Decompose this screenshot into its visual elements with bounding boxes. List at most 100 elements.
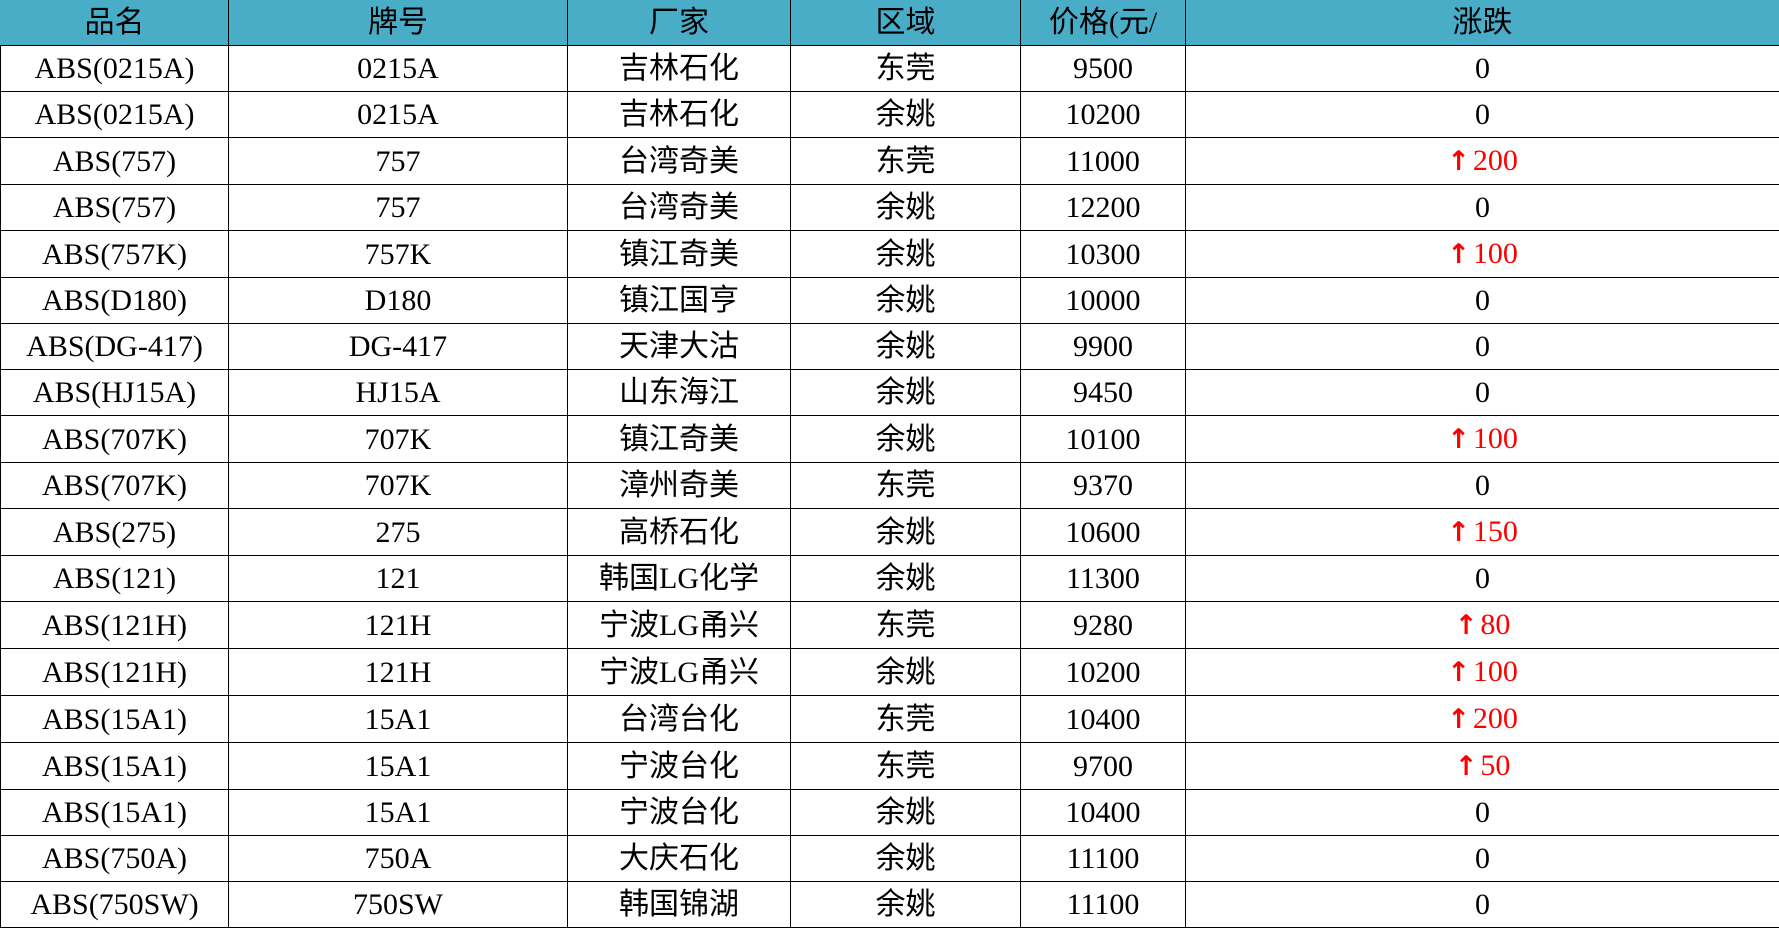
cell-product: ABS(121H): [0, 601, 229, 649]
cell-product: ABS(121): [0, 555, 229, 602]
cell-product: ABS(15A1): [0, 789, 229, 836]
cell-grade: 15A1: [228, 789, 568, 836]
cell-product: ABS(275): [0, 508, 229, 556]
cell-grade: 15A1: [228, 695, 568, 743]
arrow-up-icon: ↑: [1447, 146, 1470, 177]
cell-region: 东莞: [790, 45, 1021, 92]
cell-region: 余姚: [790, 835, 1021, 882]
cell-manufacturer: 宁波LG甬兴: [567, 648, 791, 696]
change-value: 0: [1475, 562, 1490, 595]
column-header-price: 价格(元/: [1020, 0, 1186, 46]
table-row: ABS(275) 275 高桥石化 余姚 10600 ↑ 150: [0, 508, 1779, 556]
change-value: 0: [1475, 888, 1490, 921]
cell-manufacturer: 台湾奇美: [567, 184, 791, 231]
table-row: ABS(757) 757 台湾奇美 东莞 11000 ↑ 200: [0, 137, 1779, 185]
cell-product: ABS(D180): [0, 277, 229, 324]
cell-price: 10000: [1020, 277, 1186, 324]
cell-price: 9500: [1020, 45, 1186, 92]
arrow-up-icon: ↑: [1454, 751, 1478, 782]
arrow-up-icon: ↑: [1454, 610, 1478, 641]
cell-change: 0: [1185, 881, 1779, 928]
cell-change: 0: [1185, 789, 1779, 836]
cell-change: 0: [1185, 555, 1779, 602]
table-row: ABS(707K) 707K 镇江奇美 余姚 10100 ↑ 100: [0, 415, 1779, 463]
cell-change: 0: [1185, 369, 1779, 416]
cell-product: ABS(750A): [0, 835, 229, 882]
change-value: 0: [1475, 842, 1490, 875]
cell-manufacturer: 台湾奇美: [567, 137, 791, 185]
cell-change: 0: [1185, 277, 1779, 324]
table-row: ABS(D180) D180 镇江国亨 余姚 10000 0: [0, 277, 1779, 324]
cell-grade: HJ15A: [228, 369, 568, 416]
cell-manufacturer: 漳州奇美: [567, 462, 791, 509]
cell-manufacturer: 宁波台化: [567, 742, 791, 790]
cell-product: ABS(750SW): [0, 881, 229, 928]
change-value: 0: [1475, 469, 1490, 502]
cell-product: ABS(707K): [0, 415, 229, 463]
cell-change: 0: [1185, 91, 1779, 138]
change-value: 50: [1480, 749, 1511, 782]
cell-grade: 707K: [228, 415, 568, 463]
cell-product: ABS(DG-417): [0, 323, 229, 370]
table-row: ABS(121) 121 韩国LG化学 余姚 11300 0: [0, 555, 1779, 602]
cell-change: ↑ 80: [1185, 601, 1779, 649]
cell-price: 10100: [1020, 415, 1186, 463]
cell-grade: D180: [228, 277, 568, 324]
arrow-up-icon: ↑: [1447, 657, 1470, 688]
cell-manufacturer: 宁波台化: [567, 789, 791, 836]
cell-grade: 750A: [228, 835, 568, 882]
cell-grade: 757: [228, 137, 568, 185]
table-row: ABS(HJ15A) HJ15A 山东海江 余姚 9450 0: [0, 369, 1779, 416]
cell-change: 0: [1185, 184, 1779, 231]
cell-region: 东莞: [790, 462, 1021, 509]
cell-change: ↑ 100: [1185, 415, 1779, 463]
cell-product: ABS(0215A): [0, 91, 229, 138]
cell-price: 9700: [1020, 742, 1186, 790]
cell-region: 余姚: [790, 323, 1021, 370]
cell-manufacturer: 台湾台化: [567, 695, 791, 743]
arrow-up-icon: ↑: [1447, 517, 1470, 548]
change-value: 0: [1475, 284, 1490, 317]
table-row: ABS(0215A) 0215A 吉林石化 余姚 10200 0: [0, 91, 1779, 138]
cell-region: 余姚: [790, 648, 1021, 696]
cell-product: ABS(HJ15A): [0, 369, 229, 416]
column-header-product: 品名: [0, 0, 229, 46]
cell-grade: 757K: [228, 230, 568, 278]
change-value: 100: [1472, 655, 1518, 688]
change-value: 100: [1472, 422, 1518, 455]
table-body: ABS(0215A) 0215A 吉林石化 东莞 9500 0 ABS(0215A) 0215…: [0, 45, 1779, 928]
cell-region: 余姚: [790, 230, 1021, 278]
cell-product: ABS(757K): [0, 230, 229, 278]
cell-grade: DG-417: [228, 323, 568, 370]
arrow-up-icon: ↑: [1447, 704, 1470, 735]
cell-price: 10400: [1020, 695, 1186, 743]
cell-product: ABS(757): [0, 137, 229, 185]
cell-change: 0: [1185, 462, 1779, 509]
cell-grade: 750SW: [228, 881, 568, 928]
table-header: 品名 牌号 厂家 区域 价格(元/ 涨跌: [0, 0, 1779, 46]
cell-price: 11100: [1020, 881, 1186, 928]
cell-manufacturer: 山东海江: [567, 369, 791, 416]
cell-manufacturer: 吉林石化: [567, 91, 791, 138]
cell-price: 11300: [1020, 555, 1186, 602]
cell-change: ↑ 200: [1185, 695, 1779, 743]
cell-grade: 0215A: [228, 45, 568, 92]
cell-price: 10200: [1020, 648, 1186, 696]
cell-product: ABS(0215A): [0, 45, 229, 92]
cell-region: 余姚: [790, 369, 1021, 416]
cell-product: ABS(707K): [0, 462, 229, 509]
cell-region: 东莞: [790, 601, 1021, 649]
cell-change: ↑ 50: [1185, 742, 1779, 790]
cell-manufacturer: 天津大沽: [567, 323, 791, 370]
cell-price: 10600: [1020, 508, 1186, 556]
cell-grade: 121: [228, 555, 568, 602]
cell-manufacturer: 韩国锦湖: [567, 881, 791, 928]
cell-region: 余姚: [790, 881, 1021, 928]
cell-region: 余姚: [790, 415, 1021, 463]
cell-change: 0: [1185, 45, 1779, 92]
cell-grade: 121H: [228, 648, 568, 696]
cell-region: 余姚: [790, 91, 1021, 138]
cell-grade: 757: [228, 184, 568, 231]
cell-price: 9370: [1020, 462, 1186, 509]
